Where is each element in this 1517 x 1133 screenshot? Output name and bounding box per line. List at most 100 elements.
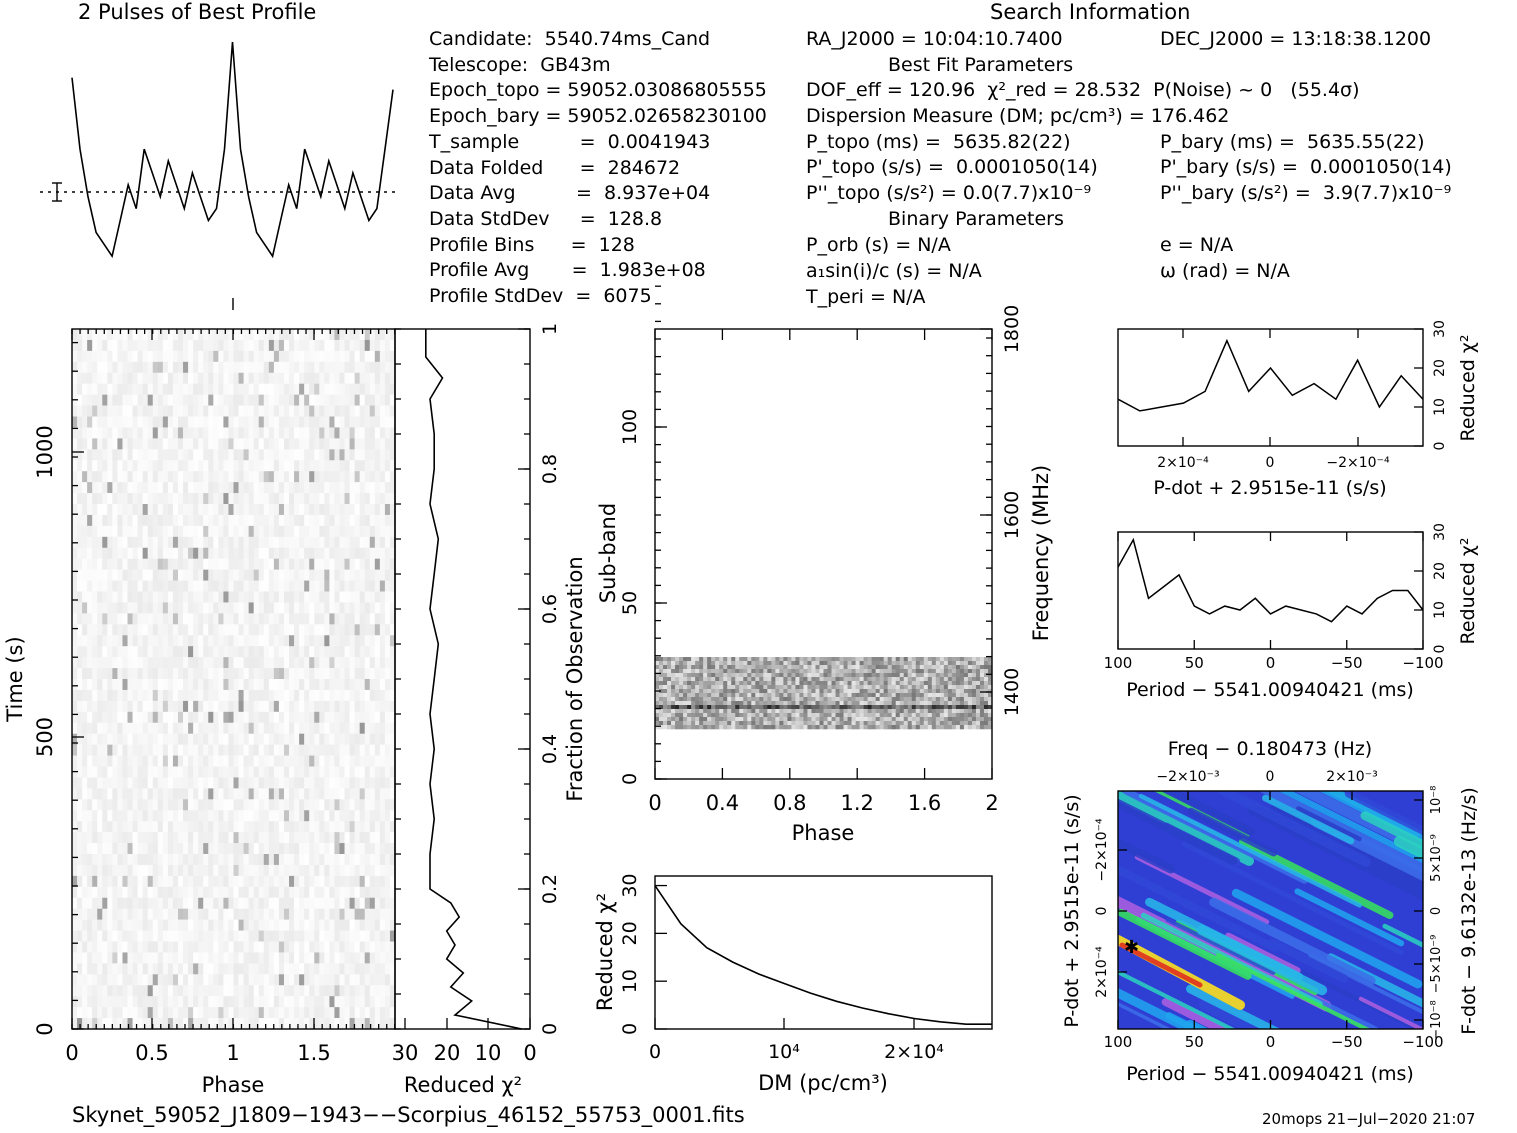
tick-label: 1.6 bbox=[908, 791, 941, 815]
axis-label: Reduced χ² bbox=[1457, 335, 1479, 442]
footer-date: 20mops 21−Jul−2020 21:07 bbox=[1262, 1110, 1476, 1128]
info-line: RA_J2000 = 10:04:10.7400 bbox=[806, 28, 1063, 50]
axis-label: Time (s) bbox=[3, 636, 27, 722]
period-frame bbox=[1117, 531, 1424, 650]
tick-label: 0 bbox=[1266, 1033, 1276, 1051]
info-line: Telescope: GB43m bbox=[429, 53, 611, 76]
tick-label: 10 bbox=[475, 1041, 502, 1065]
tick-label: 0.8 bbox=[539, 454, 561, 484]
chi-fraction-plot: 30 20 10 00 0.2 0.4 0.6 0.8 1 Reduced χ² Fraction … bbox=[392, 323, 587, 1097]
tick-label: 10 bbox=[619, 969, 641, 993]
tick-label: 1 bbox=[539, 323, 561, 335]
tick-label: 1400 bbox=[1001, 668, 1023, 716]
footer-filename: Skynet_59052_J1809−1943−−Scorpius_46152_… bbox=[72, 1103, 745, 1127]
axis-label: F-dot − 9.6132e-13 (Hz/s) bbox=[1458, 787, 1480, 1035]
axis-label: Phase bbox=[202, 1073, 265, 1097]
profile-line bbox=[71, 41, 394, 259]
tick-label: 30 bbox=[619, 873, 641, 897]
ppdot-plot: ✱ 100 50 0 −50 −100 −2×10⁻³ 0 2×10⁻³ −2×10⁻⁴ 0 2×1… bbox=[1061, 738, 1480, 1085]
tick-label: 0 bbox=[1432, 442, 1448, 451]
info-line: ω (rad) = N/A bbox=[1160, 260, 1290, 282]
period-line bbox=[1117, 537, 1424, 623]
pdot-frame bbox=[1117, 328, 1424, 447]
info-line: Epoch_bary = 59052.02658230100 bbox=[429, 105, 767, 128]
tick-label: 30 bbox=[1432, 320, 1448, 338]
chi-fraction-frame bbox=[394, 328, 531, 1030]
tick-label: 2×10⁻⁴ bbox=[1157, 455, 1209, 471]
tick-label: 0.2 bbox=[539, 874, 561, 904]
axis-label: Sub-band bbox=[596, 503, 620, 603]
tick-label: 100 bbox=[1104, 654, 1133, 672]
tick-label: 50 bbox=[619, 591, 641, 615]
tick-label: 30 bbox=[1432, 523, 1448, 541]
best-fit-title: Best Fit Parameters bbox=[888, 54, 1074, 76]
axis-label: P-dot + 2.9515e-11 (s/s) bbox=[1153, 477, 1386, 499]
info-line: P_topo (ms) = 5635.82(22) bbox=[806, 131, 1071, 153]
time-phase-image bbox=[72, 329, 396, 1030]
binary-title: Binary Parameters bbox=[888, 208, 1064, 230]
tick-label: 100 bbox=[1104, 1033, 1133, 1051]
tick-label: 0 bbox=[1429, 907, 1444, 915]
info-line: Data StdDev = 128.8 bbox=[429, 207, 663, 230]
info-line: Profile Bins = 128 bbox=[429, 233, 635, 256]
tick-label: 1800 bbox=[1001, 305, 1023, 353]
axis-label: Phase bbox=[792, 821, 855, 845]
info-line: Dispersion Measure (DM; pc/cm³) = 176.46… bbox=[806, 105, 1230, 127]
dm-frame bbox=[654, 875, 993, 1030]
profile-plot bbox=[40, 41, 395, 259]
axis-label: Period − 5541.00940421 (ms) bbox=[1126, 679, 1414, 701]
info-line: Candidate: 5540.74ms_Cand bbox=[429, 28, 711, 50]
info-line: a₁sin(i)/c (s) = N/A bbox=[806, 260, 982, 282]
tick-label: 10 bbox=[1432, 398, 1448, 416]
axis-label: Frequency (MHz) bbox=[1029, 465, 1053, 641]
tick-label: 0 bbox=[619, 1023, 641, 1035]
tick-label: −100 bbox=[1402, 1033, 1443, 1051]
axis-label: Period − 5541.00940421 (ms) bbox=[1126, 1063, 1414, 1085]
axis-label: Reduced χ² bbox=[404, 1073, 522, 1097]
axis-label: Reduced χ² bbox=[1457, 538, 1479, 645]
dm-line bbox=[654, 885, 992, 1025]
chi-fraction-line bbox=[424, 329, 522, 1030]
tick-label: −2×10⁻³ bbox=[1156, 769, 1219, 785]
axis-label: Fraction of Observation bbox=[563, 556, 587, 801]
profile-title: 2 Pulses of Best Profile bbox=[78, 0, 317, 24]
tick-label: 0 bbox=[1266, 455, 1275, 471]
axis-label: Reduced χ² bbox=[593, 893, 617, 1011]
info-line: P''_bary (s/s²) = 3.9(7.7)x10⁻⁹ bbox=[1160, 182, 1452, 204]
info-line: Profile StdDev = 6075 bbox=[429, 285, 652, 307]
subband-image bbox=[655, 657, 993, 730]
tick-label: 20 bbox=[1432, 562, 1448, 580]
info-line: Data Avg = 8.937e+04 bbox=[429, 182, 711, 205]
tick-label: 0 bbox=[539, 1023, 561, 1035]
tick-label: 0 bbox=[1266, 654, 1276, 672]
tick-label: 0.8 bbox=[773, 791, 806, 815]
axis-label: DM (pc/cm³) bbox=[758, 1071, 888, 1095]
tick-label: 0 bbox=[65, 1041, 78, 1065]
pdot-plot: 2×10⁻⁴ 0 −2×10⁻⁴ 0 10 20 30 P-dot + 2.9515e-11 … bbox=[1117, 320, 1479, 499]
time-phase-plot: 0 0.5 1 1.5 0 500 1000 Phase Time (s) bbox=[3, 298, 396, 1097]
tick-label: −2×10⁻⁴ bbox=[1094, 818, 1110, 882]
tick-label: 500 bbox=[33, 717, 57, 757]
tick-label: 20 bbox=[619, 921, 641, 945]
tick-label: −100 bbox=[1402, 654, 1443, 672]
subband-frame bbox=[654, 328, 993, 780]
tick-label: 0 bbox=[33, 1022, 57, 1035]
pdot-line bbox=[1117, 338, 1424, 412]
tick-label: 1000 bbox=[33, 425, 57, 478]
tick-label: 0 bbox=[649, 1041, 661, 1063]
tick-label: 0 bbox=[619, 773, 641, 785]
tick-label: 0.4 bbox=[539, 734, 561, 764]
tick-label: 20 bbox=[1432, 359, 1448, 377]
subband-plot: 0 0.4 0.8 1.2 1.6 2 0 50 100 1400 1600 1800 Phase Sub… bbox=[596, 285, 1053, 845]
info-line: DOF_eff = 120.96 χ²_red = 28.532 P(Noise… bbox=[806, 79, 1360, 101]
tick-label: 0.5 bbox=[135, 1041, 168, 1065]
tick-label: 0.4 bbox=[706, 791, 739, 815]
tick-label: 2 bbox=[985, 791, 998, 815]
tick-label: 0.6 bbox=[539, 594, 561, 624]
tick-label: 0 bbox=[648, 791, 661, 815]
tick-label: 10⁻⁸ bbox=[1429, 786, 1444, 815]
tick-label: 50 bbox=[1185, 654, 1204, 672]
info-line: DEC_J2000 = 13:18:38.1200 bbox=[1160, 28, 1432, 50]
dm-plot: 0 10⁴ 2×10⁴ 0 10 20 30 DM (pc/cm³) Reduced χ² bbox=[593, 873, 993, 1095]
